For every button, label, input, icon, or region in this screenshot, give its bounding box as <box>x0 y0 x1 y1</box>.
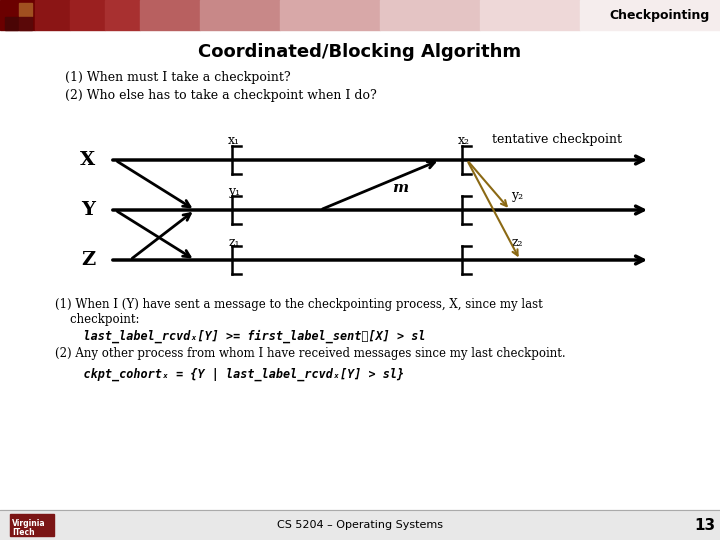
Text: Coordinated/Blocking Algorithm: Coordinated/Blocking Algorithm <box>199 43 521 61</box>
Text: z₁: z₁ <box>228 235 240 248</box>
Text: x₂: x₂ <box>458 133 470 146</box>
Text: y₁: y₁ <box>228 186 240 199</box>
Bar <box>280 0 380 30</box>
Bar <box>200 0 280 30</box>
Bar <box>0 510 720 540</box>
Bar <box>0 0 35 30</box>
Text: Y: Y <box>81 201 95 219</box>
Text: (1) When I (Y) have sent a message to the checkpointing process, X, since my las: (1) When I (Y) have sent a message to th… <box>55 298 543 311</box>
Text: Checkpointing: Checkpointing <box>610 9 710 22</box>
Bar <box>380 0 480 30</box>
Bar <box>35 0 70 30</box>
Text: (2) Any other process from whom I have received messages since my last checkpoin: (2) Any other process from whom I have r… <box>55 347 566 360</box>
Bar <box>105 0 140 30</box>
Text: X: X <box>81 151 96 169</box>
Text: ITech: ITech <box>12 528 35 537</box>
Bar <box>140 0 200 30</box>
Bar <box>19 3 32 16</box>
Text: tentative checkpoint: tentative checkpoint <box>492 133 622 146</box>
Bar <box>580 0 720 30</box>
Text: Virginia: Virginia <box>12 519 45 528</box>
Text: 13: 13 <box>694 517 716 532</box>
Text: Z: Z <box>81 251 95 269</box>
Bar <box>5 3 18 16</box>
Text: z₂: z₂ <box>511 235 523 248</box>
Text: y₂: y₂ <box>511 188 523 201</box>
Text: ckpt_cohortₓ = {Y | last_label_rcvdₓ[Y] > sl}: ckpt_cohortₓ = {Y | last_label_rcvdₓ[Y] … <box>55 368 404 381</box>
Text: (1) When must I take a checkpoint?: (1) When must I take a checkpoint? <box>65 71 291 84</box>
Text: m: m <box>392 181 408 195</box>
Bar <box>10 514 54 536</box>
Text: CS 5204 – Operating Systems: CS 5204 – Operating Systems <box>277 520 443 530</box>
Text: last_label_rcvdₓ[Y] >= first_label_sentᵧ[X] > sl: last_label_rcvdₓ[Y] >= first_label_sentᵧ… <box>55 330 426 343</box>
Bar <box>5 17 18 30</box>
Text: x₁: x₁ <box>228 133 240 146</box>
Bar <box>19 17 32 30</box>
Text: (2) Who else has to take a checkpoint when I do?: (2) Who else has to take a checkpoint wh… <box>65 89 377 102</box>
Bar <box>70 0 105 30</box>
Bar <box>480 0 580 30</box>
Text: checkpoint:: checkpoint: <box>55 313 140 326</box>
